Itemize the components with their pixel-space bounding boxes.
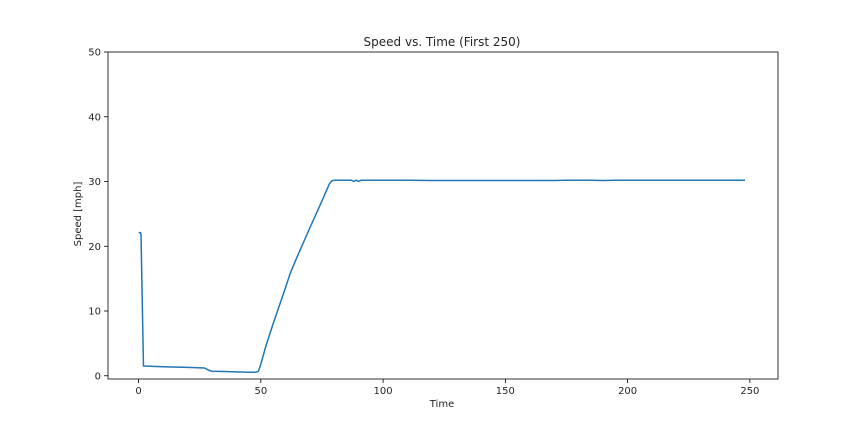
x-axis: 0 50 100 150 200 250: [135, 379, 759, 397]
y-tick-label: 10: [88, 307, 101, 318]
y-tick-label: 50: [88, 48, 101, 59]
x-tick-label: 150: [496, 386, 515, 397]
y-tick-label: 20: [88, 242, 101, 253]
plot-frame: [107, 51, 779, 380]
y-axis-label: Speed [mph]: [73, 182, 84, 247]
x-tick-label: 200: [618, 386, 637, 397]
y-axis: 0 10 20 30 40 50: [88, 48, 108, 382]
x-tick-label: 250: [740, 386, 759, 397]
chart-title: Speed vs. Time (First 250): [364, 35, 521, 49]
y-tick-label: 30: [88, 177, 101, 188]
plot-area: [138, 179, 745, 373]
y-tick-label: 40: [88, 112, 101, 123]
x-tick-label: 50: [254, 386, 267, 397]
x-tick-label: 100: [374, 386, 393, 397]
x-tick-label: 0: [135, 386, 141, 397]
series-line-0: [138, 179, 745, 373]
x-axis-label: Time: [429, 399, 454, 410]
y-tick-label: 0: [95, 371, 101, 382]
